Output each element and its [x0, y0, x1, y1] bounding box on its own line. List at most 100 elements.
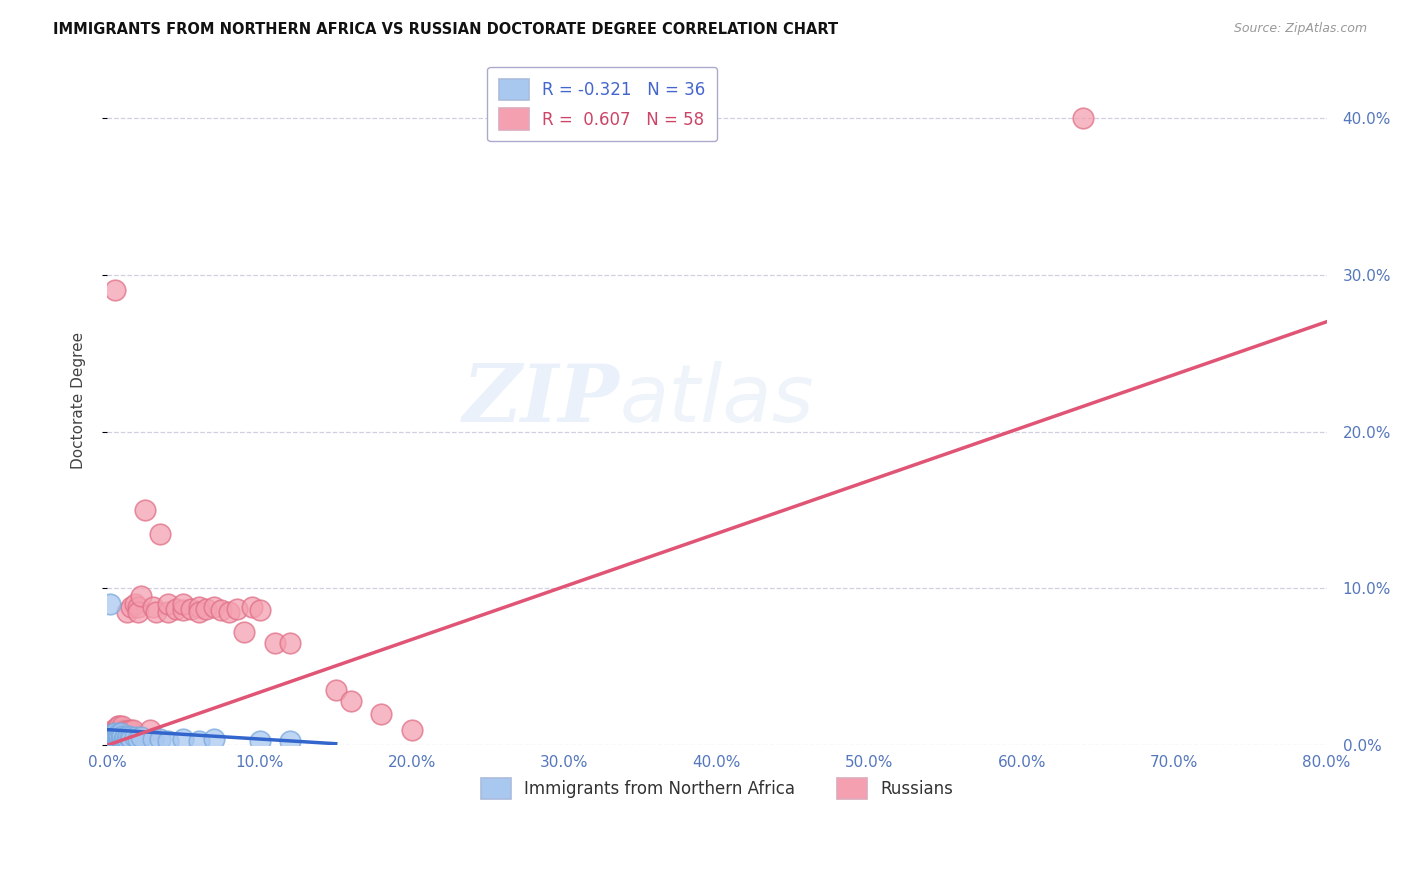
- Point: [122, 723, 145, 737]
- Point: [129, 731, 152, 745]
- Point: [105, 723, 128, 737]
- Point: [129, 589, 152, 603]
- Text: ZIP: ZIP: [463, 361, 619, 439]
- Point: [240, 600, 263, 615]
- Point: [98, 597, 121, 611]
- Point: [111, 719, 134, 733]
- Point: [187, 605, 209, 619]
- Point: [172, 731, 194, 746]
- Point: [142, 731, 165, 746]
- Point: [172, 597, 194, 611]
- Point: [108, 725, 131, 739]
- Point: [111, 731, 134, 745]
- Point: [100, 733, 122, 747]
- Point: [157, 733, 180, 747]
- Point: [145, 605, 167, 619]
- Point: [101, 731, 124, 745]
- Point: [98, 731, 121, 746]
- Point: [249, 733, 271, 747]
- Point: [180, 602, 202, 616]
- Point: [100, 729, 122, 743]
- Point: [127, 731, 149, 746]
- Point: [127, 600, 149, 615]
- Point: [209, 603, 232, 617]
- Point: [249, 603, 271, 617]
- Point: [115, 731, 138, 746]
- Point: [218, 605, 240, 619]
- Point: [134, 503, 156, 517]
- Point: [117, 729, 139, 743]
- Point: [110, 725, 132, 739]
- Point: [101, 729, 124, 743]
- Point: [124, 731, 146, 745]
- Point: [165, 602, 187, 616]
- Point: [101, 723, 124, 737]
- Point: [100, 725, 122, 739]
- Point: [110, 723, 132, 737]
- Y-axis label: Doctorate Degree: Doctorate Degree: [72, 332, 86, 469]
- Point: [187, 733, 209, 747]
- Point: [111, 729, 134, 743]
- Point: [172, 603, 194, 617]
- Point: [1071, 111, 1094, 125]
- Point: [149, 731, 172, 746]
- Point: [121, 600, 143, 615]
- Point: [278, 636, 301, 650]
- Point: [121, 731, 143, 746]
- Point: [101, 727, 124, 741]
- Point: [202, 600, 225, 615]
- Text: IMMIGRANTS FROM NORTHERN AFRICA VS RUSSIAN DOCTORATE DEGREE CORRELATION CHART: IMMIGRANTS FROM NORTHERN AFRICA VS RUSSI…: [53, 22, 838, 37]
- Point: [110, 731, 132, 746]
- Point: [111, 725, 134, 739]
- Point: [139, 723, 162, 737]
- Point: [107, 727, 129, 741]
- Point: [325, 683, 347, 698]
- Point: [157, 597, 180, 611]
- Point: [114, 731, 136, 745]
- Legend: Immigrants from Northern Africa, Russians: Immigrants from Northern Africa, Russian…: [474, 772, 959, 806]
- Point: [105, 729, 128, 743]
- Point: [97, 731, 120, 745]
- Point: [112, 731, 135, 746]
- Point: [105, 731, 128, 745]
- Point: [117, 724, 139, 739]
- Point: [195, 602, 218, 616]
- Point: [142, 600, 165, 615]
- Point: [98, 729, 121, 743]
- Point: [124, 597, 146, 611]
- Point: [263, 636, 285, 650]
- Point: [104, 284, 127, 298]
- Point: [97, 731, 120, 746]
- Point: [108, 731, 131, 745]
- Point: [108, 719, 131, 733]
- Point: [107, 719, 129, 733]
- Point: [118, 731, 141, 745]
- Point: [118, 723, 141, 737]
- Point: [108, 729, 131, 743]
- Point: [107, 727, 129, 741]
- Point: [100, 731, 122, 745]
- Point: [225, 602, 247, 616]
- Point: [104, 731, 127, 746]
- Point: [107, 731, 129, 746]
- Point: [115, 605, 138, 619]
- Point: [278, 733, 301, 747]
- Point: [370, 706, 392, 721]
- Point: [104, 725, 127, 739]
- Point: [401, 723, 423, 737]
- Point: [233, 625, 256, 640]
- Point: [104, 731, 127, 745]
- Point: [127, 605, 149, 619]
- Point: [340, 694, 363, 708]
- Point: [104, 724, 127, 739]
- Point: [114, 725, 136, 739]
- Text: atlas: atlas: [619, 361, 814, 439]
- Point: [110, 727, 132, 741]
- Point: [202, 731, 225, 746]
- Text: Source: ZipAtlas.com: Source: ZipAtlas.com: [1233, 22, 1367, 36]
- Point: [149, 526, 172, 541]
- Point: [105, 729, 128, 743]
- Point: [187, 600, 209, 615]
- Point: [112, 724, 135, 739]
- Point: [157, 605, 180, 619]
